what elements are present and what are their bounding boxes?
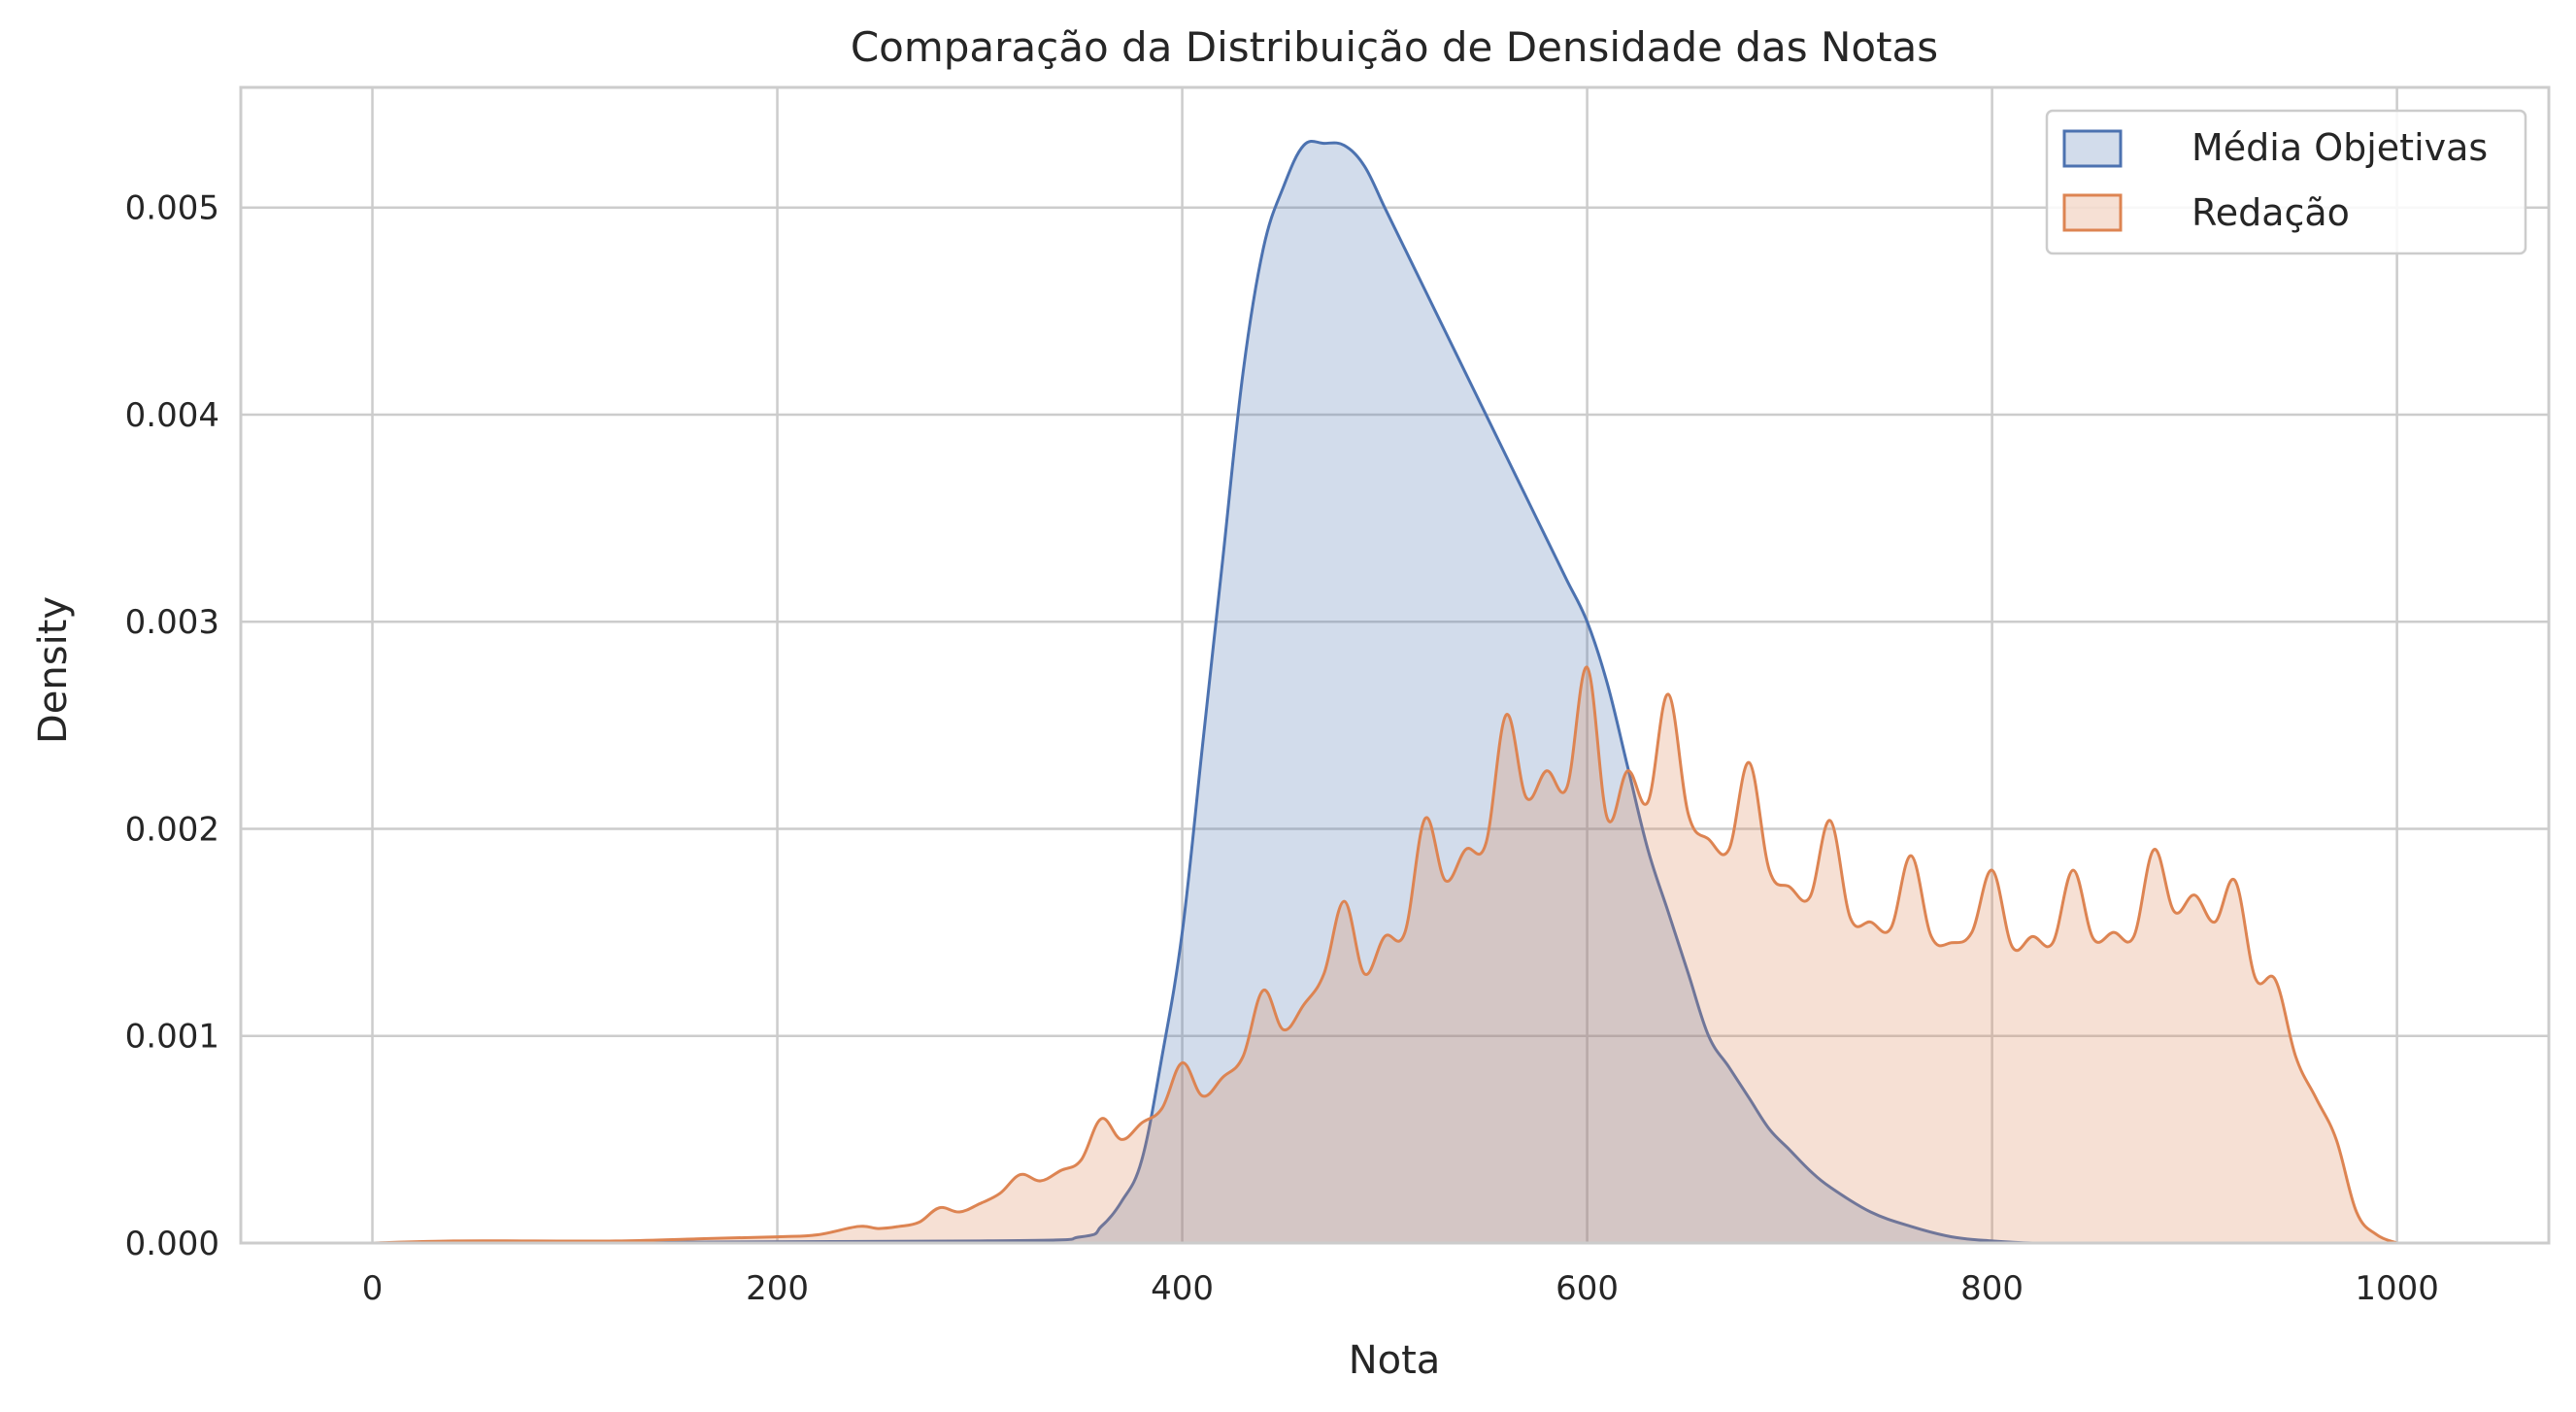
- x-axis-label: Nota: [1349, 1338, 1441, 1383]
- legend-swatch-media-objetivas: [2062, 129, 2123, 168]
- y-tick-label: 0.005: [125, 189, 219, 228]
- area-fill-redacao: [372, 666, 2397, 1243]
- plot-frame: [239, 85, 2551, 1245]
- y-tick-label: 0.000: [125, 1225, 219, 1263]
- plot-area: [372, 139, 2398, 1245]
- legend-label-redacao: Redação: [2191, 191, 2350, 234]
- legend-label-media-objetivas: Média Objetivas: [2191, 126, 2488, 169]
- legend-swatch-redacao: [2062, 193, 2123, 232]
- density-line-media-objetivas: [372, 139, 2397, 1245]
- y-axis-label: Density: [31, 596, 76, 744]
- x-tick-label: 200: [746, 1269, 809, 1308]
- legend: Média Objetivas Redação: [2045, 109, 2527, 255]
- density-line-redacao: [372, 665, 2398, 1245]
- x-tick-label: 1000: [2355, 1269, 2439, 1308]
- area-fill-media-objetivas: [372, 141, 2397, 1244]
- x-tick-label: 0: [362, 1269, 384, 1308]
- x-tick-label: 400: [1151, 1269, 1214, 1308]
- y-tick-label: 0.003: [125, 603, 219, 642]
- y-tick-label: 0.002: [125, 810, 219, 849]
- y-tick-label: 0.001: [125, 1018, 219, 1057]
- axis-ticks: 0 200 400 600 800 1000 0.000 0.001 0.002 0.003 0.0…: [125, 189, 2439, 1308]
- x-tick-label: 600: [1556, 1269, 1619, 1308]
- chart-title: Comparação da Distribuição de Densidade …: [851, 23, 1938, 71]
- y-tick-label: 0.004: [125, 396, 219, 435]
- legend-box: [2045, 109, 2527, 255]
- x-tick-label: 800: [1960, 1269, 2024, 1308]
